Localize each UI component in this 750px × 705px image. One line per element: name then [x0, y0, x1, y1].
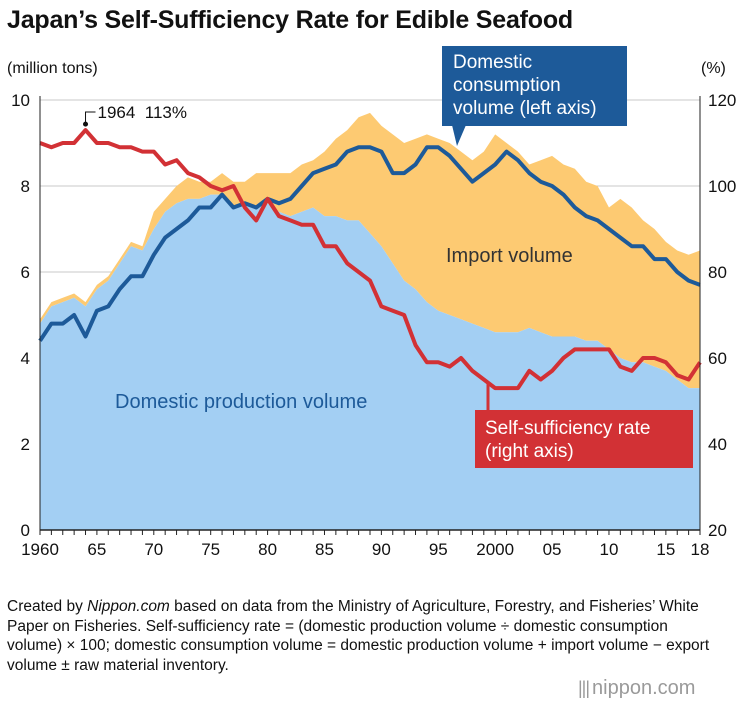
consumption-callout-text: Domestic [453, 52, 532, 73]
labels: 1964 113% Import volume Domestic productio… [83, 46, 693, 468]
consumption-callout-text: volume (left axis) [453, 98, 597, 119]
x-tick-label: 70 [144, 540, 163, 559]
x-tick-label: 95 [429, 540, 448, 559]
peak-leader [85, 111, 96, 125]
line-series [38, 128, 702, 391]
consumption-callout-pointer [452, 125, 466, 146]
x-tick-label: 2000 [476, 540, 514, 559]
logo-text: nippon.com [592, 677, 696, 699]
consumption-callout-text: consumption [453, 75, 561, 96]
x-tick-label: 18 [691, 540, 710, 559]
right-tick-label: 120 [708, 91, 736, 110]
seafood-chart: 1960 65 70 75 80 85 90 95 2000 05 10 15 18 0 2 4 6 8 10 20 4… [11, 46, 736, 559]
left-tick-label: 2 [21, 435, 30, 454]
rate-callout-box [475, 410, 693, 468]
right-tick-label: 60 [708, 349, 727, 368]
right-tick-label: 40 [708, 435, 727, 454]
rate-callout-text: Self-sufficiency rate [485, 418, 650, 439]
x-tick-label: 15 [656, 540, 675, 559]
peak-annotation: 1964 113% [98, 103, 187, 122]
rate-callout-text: (right axis) [485, 441, 574, 462]
right-tick-label: 80 [708, 263, 727, 282]
x-tick-label: 75 [201, 540, 220, 559]
x-tick-label: 90 [372, 540, 391, 559]
footnote-source: Nippon.com [87, 598, 170, 615]
right-axis-unit: (%) [701, 60, 726, 77]
consumption-callout-box [442, 46, 627, 126]
axes: 1960 65 70 75 80 85 90 95 2000 05 10 15 18 0 2 4 6 8 10 20 4… [11, 91, 736, 559]
left-axis-unit: (million tons) [7, 60, 98, 77]
footnote-body: based on data from the Ministry of Agric… [7, 598, 710, 674]
nippon-logo: ||| nippon.com [578, 677, 695, 700]
left-tick-label: 8 [21, 177, 30, 196]
x-tick-label: 1960 [21, 540, 59, 559]
left-tick-label: 4 [21, 349, 30, 368]
footnote-prefix: Created by [7, 598, 88, 615]
left-tick-label: 6 [21, 263, 30, 282]
import-volume-label: Import volume [446, 245, 573, 267]
x-tick-label: 05 [543, 540, 562, 559]
left-tick-label: 10 [11, 91, 30, 110]
domestic-production-label: Domestic production volume [115, 391, 367, 413]
x-tick-label: 65 [87, 540, 106, 559]
x-tick-label: 80 [258, 540, 277, 559]
chart-title: Japan’s Self-Sufficiency Rate for Edible… [7, 6, 573, 34]
right-tick-label: 20 [708, 521, 727, 540]
consumption-line [38, 145, 701, 342]
logo-bars-icon: ||| [578, 678, 590, 698]
footnote: Created by Nippon.com based on data from… [7, 597, 727, 675]
left-tick-label: 0 [21, 521, 30, 540]
x-tick-label: 85 [315, 540, 334, 559]
right-tick-label: 100 [708, 177, 736, 196]
x-tick-label: 10 [600, 540, 619, 559]
self-sufficiency-line [39, 128, 702, 391]
